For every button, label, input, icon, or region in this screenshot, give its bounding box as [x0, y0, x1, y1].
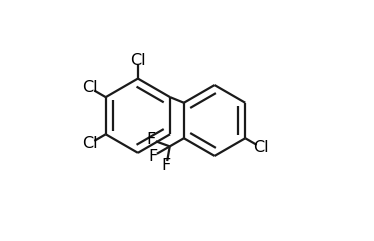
- Text: Cl: Cl: [254, 140, 269, 155]
- Text: F: F: [148, 149, 157, 164]
- Text: F: F: [147, 132, 156, 147]
- Text: Cl: Cl: [82, 136, 98, 151]
- Text: Cl: Cl: [82, 80, 98, 95]
- Text: F: F: [162, 158, 171, 173]
- Text: Cl: Cl: [130, 53, 146, 68]
